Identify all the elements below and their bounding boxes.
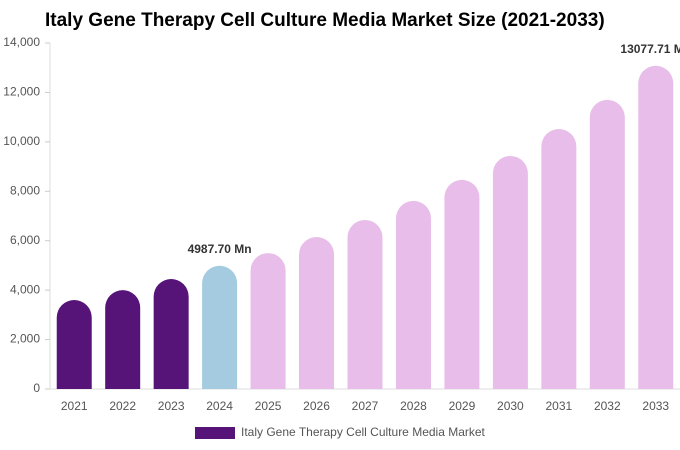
bar	[105, 290, 141, 389]
y-tick-label: 0	[33, 381, 40, 395]
x-tick-label: 2027	[352, 399, 379, 413]
y-tick-label: 8,000	[10, 183, 40, 197]
x-tick-label: 2032	[594, 399, 621, 413]
x-tick-label: 2030	[497, 399, 524, 413]
bar	[347, 219, 383, 389]
x-tick-label: 2025	[255, 399, 282, 413]
bar	[395, 200, 431, 389]
bar	[638, 65, 674, 390]
bar	[492, 155, 528, 389]
x-tick-label: 2021	[61, 399, 88, 413]
legend-label: Italy Gene Therapy Cell Culture Media Ma…	[241, 425, 486, 439]
legend-swatch	[195, 427, 235, 439]
bar	[299, 237, 335, 389]
x-tick-label: 2023	[158, 399, 185, 413]
bar	[153, 279, 189, 389]
y-tick-label: 4,000	[10, 282, 40, 296]
y-tick-label: 14,000	[3, 35, 40, 49]
y-tick-label: 2,000	[10, 332, 40, 346]
x-tick-label: 2028	[400, 399, 427, 413]
data-label: 13077.71 Mn	[620, 42, 680, 56]
bar	[589, 99, 625, 389]
y-tick-label: 6,000	[10, 233, 40, 247]
y-tick-label: 12,000	[3, 85, 40, 99]
bar	[250, 253, 286, 389]
x-tick-label: 2029	[449, 399, 476, 413]
bar	[541, 129, 577, 389]
x-tick-label: 2033	[642, 399, 669, 413]
bar	[56, 300, 92, 389]
bar	[444, 179, 480, 389]
x-tick-label: 2022	[109, 399, 136, 413]
x-tick-label: 2026	[303, 399, 330, 413]
y-tick-label: 10,000	[3, 134, 40, 148]
x-tick-label: 2024	[206, 399, 233, 413]
data-label: 4987.70 Mn	[188, 242, 252, 256]
x-tick-label: 2031	[545, 399, 572, 413]
chart-title: Italy Gene Therapy Cell Culture Media Ma…	[45, 10, 605, 31]
bar	[202, 265, 238, 389]
